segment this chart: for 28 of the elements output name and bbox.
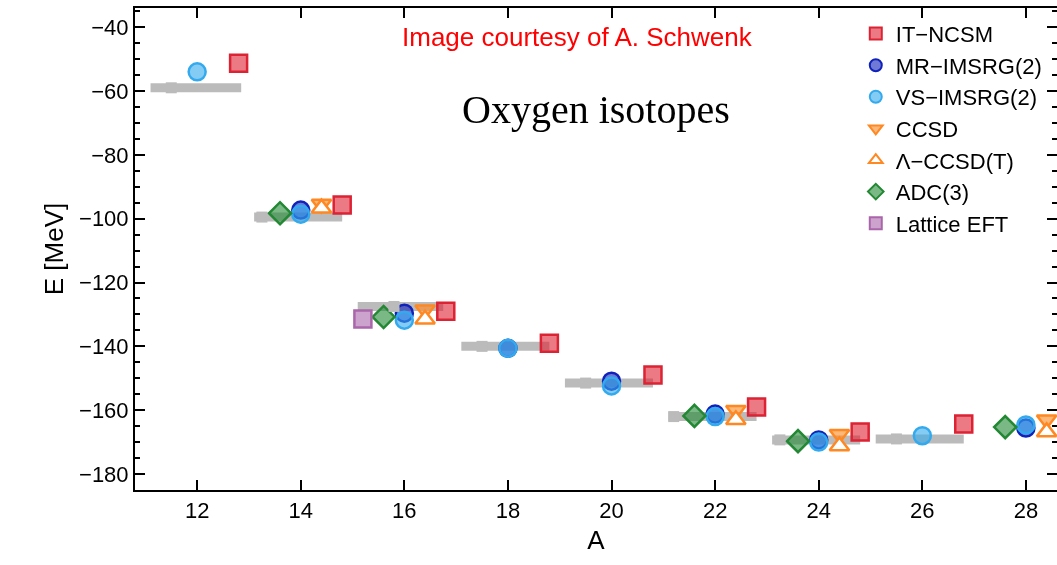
y-tick-label: −100 [79, 206, 129, 232]
x-tick-label: 12 [184, 498, 210, 524]
legend-label: VS−IMSRG(2) [895, 85, 1037, 111]
y-tick-label: −180 [79, 461, 129, 487]
y-tick-label: −140 [79, 334, 129, 360]
x-tick-label: 26 [910, 498, 935, 524]
x-tick-label: 24 [806, 498, 831, 524]
legend-label: ADC(3) [895, 180, 970, 206]
x-tick-label: 18 [495, 498, 521, 524]
y-axis-title: E [MeV] [38, 202, 69, 296]
annotation: Image courtesy of A. Schwenk [402, 22, 753, 52]
x-tick-label: 28 [1013, 498, 1039, 524]
y-tick-label: −40 [91, 14, 129, 40]
x-tick-label: 22 [702, 498, 728, 524]
y-tick-label: −160 [79, 397, 129, 423]
y-tick-label: −120 [79, 270, 129, 296]
legend-label: Λ−CCSD(T) [895, 148, 1014, 174]
legend-label: IT−NCSM [895, 22, 993, 48]
x-tick-label: 20 [599, 498, 624, 524]
legend-label: Lattice EFT [895, 211, 1009, 237]
x-axis-title: A [587, 524, 606, 555]
x-tick-label: 16 [392, 498, 417, 524]
annotation: Oxygen isotopes [462, 87, 730, 132]
legend-label: CCSD [895, 117, 959, 142]
legend-label: MR−IMSRG(2) [895, 53, 1042, 79]
x-tick-label: 14 [288, 498, 313, 524]
y-tick-label: −60 [91, 78, 129, 104]
y-tick-label: −80 [91, 142, 129, 168]
